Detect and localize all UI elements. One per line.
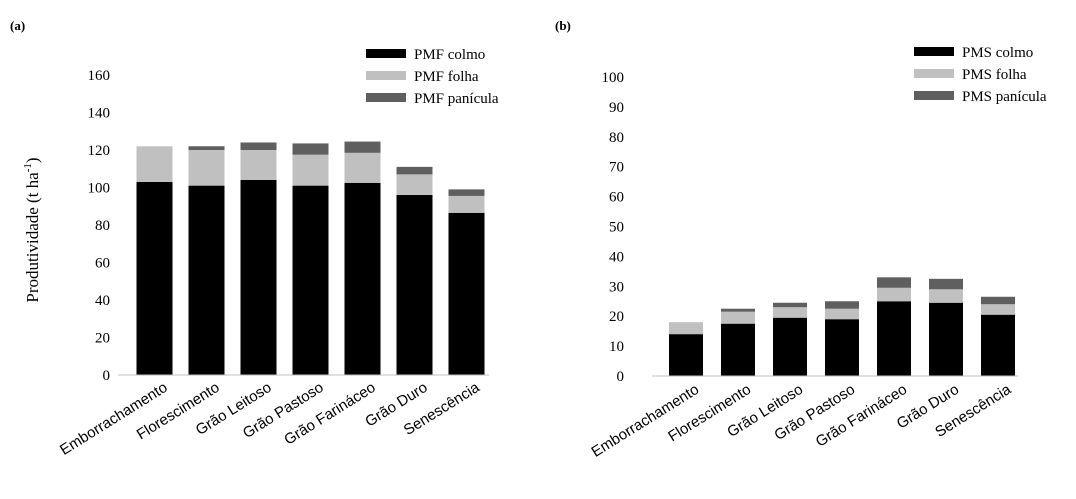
chart-b-bar-folha	[825, 308, 859, 320]
chart-a-bar-panicula	[240, 142, 277, 150]
chart-b-y-tick-label: 20	[609, 309, 624, 325]
chart-b-bar-panicula	[721, 308, 755, 312]
chart-b: (b) 0 10 20 30 40 50 60 70 80 90 100 Emborrachamen…	[555, 18, 1047, 461]
chart-a-panel-label: (a)	[10, 18, 25, 33]
chart-a-bar-colmo	[188, 185, 225, 375]
chart-b-bar-colmo	[773, 317, 807, 376]
chart-a-y-axis-title-sup: -1	[22, 163, 34, 172]
chart-a-y-tick-label: 80	[95, 218, 110, 234]
chart-a-y-tick-label: 120	[88, 143, 111, 159]
chart-b-bar-panicula	[929, 278, 963, 290]
chart-b-bar-folha	[721, 311, 755, 324]
chart-b-bar-panicula	[825, 301, 859, 309]
chart-a-legend: PMF colmo PMF folha PMF panícula	[366, 47, 499, 107]
chart-a-bar-colmo	[448, 212, 485, 375]
chart-b-y-tick-label: 80	[609, 130, 624, 146]
chart-b-legend-swatch	[914, 69, 954, 78]
chart-b-bar-panicula	[981, 296, 1015, 305]
chart-b-bar-colmo	[929, 302, 963, 376]
chart-a-legend-swatch	[366, 49, 406, 58]
chart-a-y-tick-label: 160	[88, 68, 111, 84]
chart-b-y-tick-label: 10	[609, 339, 624, 355]
chart-b-bar-panicula	[877, 277, 911, 288]
chart-a-y-axis-title-main: Produtividade (t ha	[23, 172, 42, 303]
chart-b-y-tick-label: 30	[609, 279, 624, 295]
chart-a-legend-label: PMF colmo	[414, 47, 485, 63]
chart-b-bar-colmo	[877, 301, 911, 376]
chart-a-bar-colmo	[292, 185, 329, 375]
chart-a-y-axis-title: Produtividade (t ha-1)	[22, 157, 42, 302]
chart-a-y-tick-label: 40	[95, 293, 110, 309]
chart-a-bar-folha	[448, 195, 485, 213]
chart-a-category-label: Grão Farináceo	[281, 379, 378, 449]
chart-b-bar-folha	[929, 289, 963, 303]
chart-a-bar-folha	[396, 174, 433, 195]
chart-a-bar-folha	[188, 150, 225, 186]
chart-b-bar-panicula	[773, 302, 807, 308]
chart-b-legend: PMS colmo PMS folha PMS panícula	[914, 45, 1047, 105]
chart-b-bar-colmo	[721, 323, 755, 376]
chart-a-y-tick-label: 100	[88, 181, 111, 197]
chart-b-legend-swatch	[914, 91, 954, 100]
chart-a-legend-swatch	[366, 93, 406, 102]
chart-a-bar-panicula	[448, 189, 485, 196]
chart-b-y-tick-label: 100	[602, 70, 625, 86]
chart-b-y-tick-label: 60	[609, 190, 624, 206]
chart-b-legend-label: PMS panícula	[962, 89, 1047, 105]
chart-b-y-tick-label: 40	[609, 249, 624, 265]
chart-a-bar-colmo	[136, 181, 173, 375]
chart-a-bar-panicula	[396, 166, 433, 175]
chart-a-legend-swatch	[366, 71, 406, 80]
chart-b-bars	[669, 277, 1015, 376]
chart-a-bar-folha	[136, 146, 173, 182]
chart-b-bar-folha	[773, 307, 807, 318]
chart-b-bar-folha	[669, 322, 703, 335]
chart-a-y-tick-label: 0	[103, 368, 111, 384]
chart-b-bar-folha	[877, 287, 911, 302]
chart-b-y-tick-label: 50	[609, 220, 624, 236]
chart-a-legend-label: PMF panícula	[414, 91, 499, 107]
chart-b-y-ticks: 0 10 20 30 40 50 60 70 80 90 100	[602, 70, 625, 385]
chart-a-bars	[136, 141, 485, 375]
chart-b-bar-folha	[981, 304, 1015, 315]
chart-a-bar-panicula	[188, 146, 225, 150]
chart-a-y-tick-label: 20	[95, 331, 110, 347]
chart-b-bar-colmo	[825, 319, 859, 376]
chart-b-y-tick-label: 90	[609, 100, 624, 116]
chart-a-y-ticks: 0 20 40 60 80 100 120 140 160	[88, 68, 111, 384]
chart-a-bar-panicula	[344, 141, 381, 153]
chart-a: (a) Produtividade (t ha-1) 0 20 40 60 80 100 1…	[10, 18, 499, 459]
chart-a-bar-folha	[344, 152, 381, 183]
chart-a-y-tick-label: 140	[88, 106, 111, 122]
chart-a-y-tick-label: 60	[95, 256, 110, 272]
chart-b-legend-label: PMS folha	[962, 67, 1027, 83]
chart-a-bar-panicula	[292, 143, 329, 155]
chart-a-bar-folha	[240, 150, 277, 180]
chart-a-bar-colmo	[240, 180, 277, 375]
chart-b-y-tick-label: 70	[609, 160, 624, 176]
chart-b-legend-swatch	[914, 47, 954, 56]
chart-b-category-label: Grão Farináceo	[813, 381, 910, 451]
chart-b-legend-label: PMS colmo	[962, 45, 1033, 61]
chart-b-panel-label: (b)	[555, 18, 571, 33]
chart-b-y-tick-label: 0	[617, 369, 625, 385]
chart-a-bar-colmo	[344, 182, 381, 375]
chart-b-bar-colmo	[981, 314, 1015, 376]
chart-b-bar-colmo	[669, 334, 703, 376]
chart-a-legend-label: PMF folha	[414, 69, 479, 85]
chart-a-bar-colmo	[396, 195, 433, 375]
chart-a-bar-folha	[292, 154, 329, 186]
chart-a-y-axis-title-close: )	[23, 157, 42, 163]
